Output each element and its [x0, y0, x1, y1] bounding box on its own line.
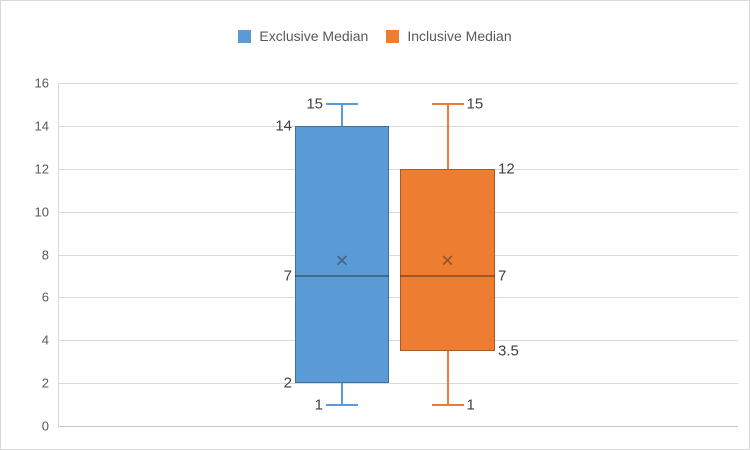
box-inclusive-median[interactable]	[400, 168, 495, 351]
y-axis-tick-label: 8	[41, 247, 49, 262]
upper-whisker-cap-inclusive-median[interactable]	[431, 103, 464, 106]
box-exclusive-median[interactable]	[295, 125, 389, 384]
lower-whisker-inclusive-median[interactable]	[446, 350, 449, 405]
gridline	[58, 168, 738, 170]
gridline	[58, 297, 738, 299]
x-axis-line	[58, 426, 738, 427]
gridline	[58, 383, 738, 385]
data-label-inclusive-median: 15	[466, 95, 484, 113]
y-axis-tick-label: 16	[34, 75, 49, 91]
data-label-inclusive-median: 12	[498, 160, 515, 178]
y-axis-line	[58, 83, 59, 426]
median-line-inclusive-median[interactable]	[400, 275, 495, 277]
mean-marker-exclusive-median[interactable]: ✕	[334, 251, 350, 271]
gridline	[58, 211, 738, 213]
upper-whisker-exclusive-median[interactable]	[341, 104, 343, 126]
data-label-exclusive-median: 15	[306, 95, 323, 113]
lower-whisker-cap-inclusive-median[interactable]	[431, 403, 464, 406]
legend-label-inclusive-median: Inclusive Median	[407, 28, 512, 44]
data-label-exclusive-median: 14	[275, 117, 292, 135]
data-label-exclusive-median: 1	[314, 396, 323, 414]
upper-whisker-inclusive-median[interactable]	[446, 104, 449, 169]
legend-label-exclusive-median: Exclusive Median	[259, 28, 369, 44]
legend-item-inclusive-median[interactable]: Inclusive Median	[386, 28, 512, 44]
data-label-inclusive-median: 7	[498, 267, 507, 285]
data-label-inclusive-median: 1	[466, 396, 475, 414]
legend: Exclusive Median Inclusive Median	[1, 28, 749, 44]
mean-marker-inclusive-median[interactable]: ✕	[440, 251, 455, 271]
lower-whisker-exclusive-median[interactable]	[341, 383, 343, 405]
lower-whisker-cap-exclusive-median[interactable]	[326, 403, 358, 406]
gridline	[58, 125, 738, 127]
legend-swatch-orange	[386, 29, 400, 43]
data-label-exclusive-median: 2	[283, 374, 292, 392]
legend-swatch-blue	[238, 29, 252, 43]
y-axis-tick-label: 0	[41, 418, 49, 434]
data-label-exclusive-median: 7	[283, 267, 292, 285]
legend-item-exclusive-median[interactable]: Exclusive Median	[238, 28, 368, 44]
y-axis-tick-label: 14	[34, 118, 49, 134]
upper-whisker-cap-exclusive-median[interactable]	[326, 103, 358, 106]
y-axis-tick-label: 10	[34, 204, 49, 220]
gridline	[58, 340, 738, 342]
gridline	[58, 83, 738, 84]
gridline	[58, 254, 738, 256]
y-axis-tick-label: 4	[41, 332, 49, 348]
median-line-exclusive-median[interactable]	[295, 275, 389, 277]
data-label-inclusive-median: 3.5	[498, 342, 519, 360]
y-axis-tick-label: 2	[41, 375, 49, 391]
y-axis-tick-label: 6	[41, 289, 49, 305]
y-axis-tick-label: 12	[34, 161, 49, 177]
